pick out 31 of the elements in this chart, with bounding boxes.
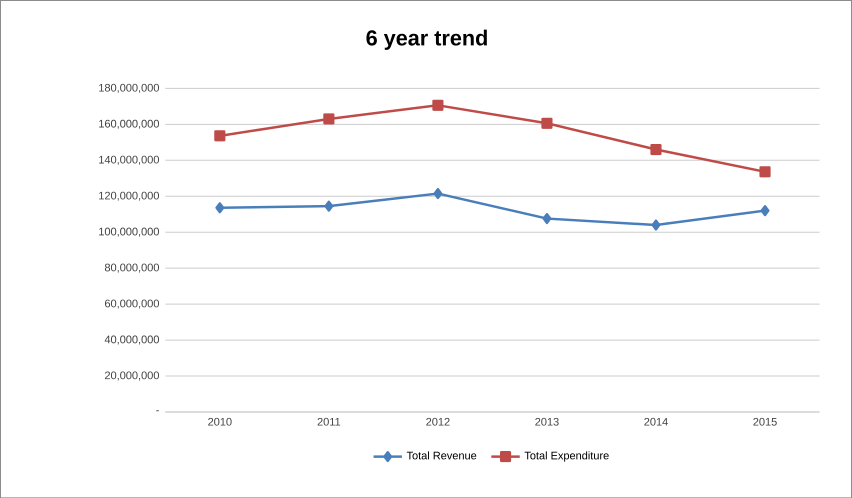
y-tick-label: 60,000,000 bbox=[104, 299, 159, 308]
x-tick-label: 2014 bbox=[644, 418, 668, 426]
point bbox=[650, 144, 662, 155]
y-tick-label: 80,000,000 bbox=[104, 263, 159, 273]
point bbox=[323, 113, 334, 124]
y-tick-label: 20,000,000 bbox=[104, 371, 159, 380]
x-tick-label: 2012 bbox=[426, 418, 450, 426]
point bbox=[433, 188, 442, 199]
y-tick-label: 120,000,000 bbox=[99, 192, 159, 201]
point bbox=[541, 117, 553, 129]
chart-title: 6 year trend bbox=[366, 29, 487, 50]
x-tick-label: 2010 bbox=[208, 418, 232, 426]
y-tick-label: 100,000,000 bbox=[99, 227, 159, 237]
point bbox=[542, 212, 552, 224]
x-tick-label: 2011 bbox=[318, 418, 340, 426]
x-tick-label: 2013 bbox=[535, 418, 559, 426]
y-tick-label: 40,000,000 bbox=[104, 335, 159, 344]
point bbox=[324, 200, 334, 212]
point bbox=[215, 202, 224, 214]
y-tick-label: - bbox=[156, 410, 159, 411]
y-tick-label: 160,000,000 bbox=[99, 120, 159, 129]
legend-label: Total Expenditure bbox=[524, 451, 609, 462]
legend-label: Total Revenue bbox=[406, 451, 476, 460]
y-tick-label: 140,000,000 bbox=[99, 156, 159, 165]
point bbox=[759, 166, 771, 178]
point bbox=[432, 100, 444, 111]
point bbox=[214, 130, 226, 142]
y-tick-label: 180,000,000 bbox=[99, 84, 159, 93]
point bbox=[760, 204, 770, 216]
x-tick-label: 2015 bbox=[753, 418, 777, 426]
point bbox=[651, 219, 660, 230]
